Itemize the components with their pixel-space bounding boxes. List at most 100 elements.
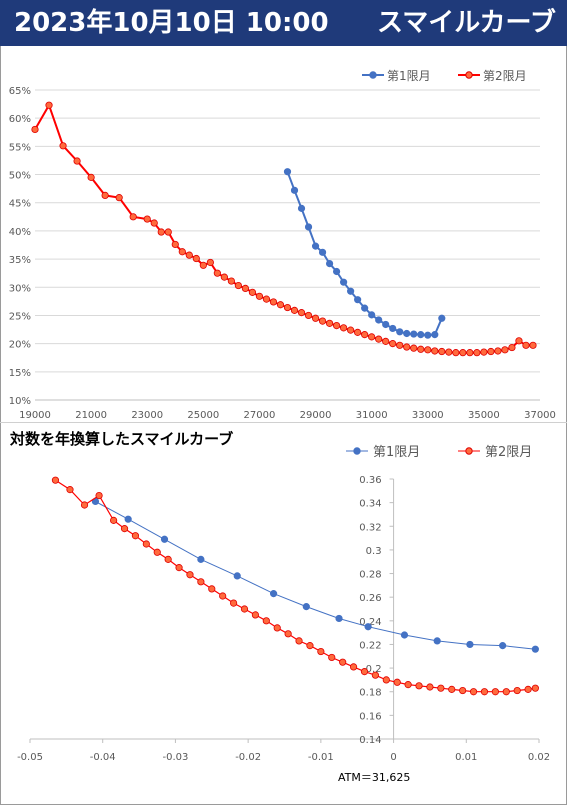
data-point (248, 288, 257, 296)
data-point (241, 284, 250, 292)
y-tick-label: 0.28 (359, 570, 381, 581)
data-point (433, 637, 441, 645)
data-point (445, 348, 453, 356)
legend-marker (369, 71, 377, 79)
data-point (276, 301, 285, 309)
y-tick-label: 0.36 (359, 475, 381, 486)
data-point (382, 676, 390, 684)
y-tick-label: 0.2 (366, 664, 382, 675)
data-point (283, 168, 292, 176)
data-point (325, 260, 334, 268)
data-point (459, 686, 467, 695)
data-point (368, 333, 376, 341)
data-point (382, 337, 390, 345)
data-point (431, 347, 439, 355)
legend-label: 第2限月 (485, 445, 532, 460)
data-point (332, 267, 341, 276)
x-tick-label: 27000 (244, 410, 276, 421)
data-point (295, 637, 303, 645)
data-point (513, 686, 521, 695)
x-tick-label: 37000 (524, 410, 556, 421)
data-point (306, 642, 314, 650)
x-tick-label: 35000 (468, 410, 500, 421)
data-point (234, 281, 243, 290)
data-point (529, 341, 537, 349)
data-point (160, 535, 169, 543)
data-point (255, 292, 264, 300)
data-point (361, 331, 369, 339)
header-date: 2023年10月10日 10:00 (14, 8, 329, 38)
data-point (531, 684, 539, 692)
data-point (404, 681, 412, 689)
y-tick-label: 35% (9, 255, 31, 266)
data-point (431, 331, 439, 339)
data-point (153, 548, 161, 556)
data-point (531, 645, 539, 653)
data-point (219, 592, 227, 600)
data-point (186, 571, 194, 579)
data-point (349, 663, 358, 671)
data-point (354, 328, 362, 336)
data-point (410, 344, 418, 352)
data-point (150, 219, 158, 227)
data-point (178, 248, 186, 256)
y-tick-label: 20% (9, 340, 31, 351)
data-point (45, 101, 53, 109)
data-point (284, 630, 292, 638)
data-point (508, 343, 516, 352)
series-line (95, 501, 536, 650)
y-tick-label: 0.16 (359, 711, 381, 722)
data-point (115, 194, 123, 202)
data-point (87, 173, 95, 181)
data-point (157, 228, 165, 236)
y-tick-label: 0.22 (359, 640, 381, 651)
data-point (328, 653, 336, 662)
data-point (480, 348, 488, 356)
data-point (347, 287, 355, 295)
data-point (290, 186, 299, 194)
data-point (192, 254, 200, 263)
log-chart-title: 対数を年換算したスマイルカーブ (10, 430, 234, 448)
data-point (120, 525, 129, 533)
data-point (213, 269, 221, 277)
data-point (403, 329, 411, 338)
data-point (332, 321, 341, 330)
data-point (208, 585, 216, 593)
data-point (415, 682, 423, 690)
x-tick-label: 33000 (412, 410, 444, 421)
y-tick-label: 60% (9, 114, 31, 125)
data-point (206, 258, 214, 267)
smile-curve-chart: 10% 15% 20% 25% 30% 35% 40% 45% 50% 55% 60% 65% 1900… (9, 69, 556, 421)
data-point (304, 311, 313, 320)
header-title: スマイルカーブ (377, 8, 556, 38)
y-tick-label: 15% (9, 368, 31, 379)
data-point (227, 277, 235, 285)
legend-marker (465, 447, 473, 455)
data-point (262, 295, 271, 303)
data-point (269, 298, 278, 306)
data-point (473, 349, 481, 357)
data-point (66, 486, 74, 494)
data-point (426, 683, 434, 691)
y-tick-label: 0.24 (359, 617, 381, 628)
data-point (354, 296, 362, 304)
log-annualized-chart: 0.36 0.34 0.32 0.3 0.28 0.26 0.24 0.22 0.2 0.18 0.… (17, 445, 550, 784)
data-point (51, 476, 60, 484)
data-point (283, 303, 292, 312)
data-point (143, 215, 151, 223)
data-point (304, 223, 313, 231)
data-point (487, 347, 495, 356)
data-point (311, 242, 320, 250)
data-point (340, 324, 348, 332)
legend-label: 第2限月 (483, 69, 527, 83)
data-point (400, 631, 409, 639)
data-point (131, 532, 140, 540)
data-point (466, 349, 474, 357)
x-tick-label: -0.01 (308, 752, 334, 763)
data-point (59, 142, 67, 150)
data-point (368, 311, 376, 319)
x-tick-label: 25000 (187, 410, 219, 421)
y-tick-label: 40% (9, 227, 31, 238)
data-point (340, 278, 348, 286)
data-point (389, 340, 397, 348)
